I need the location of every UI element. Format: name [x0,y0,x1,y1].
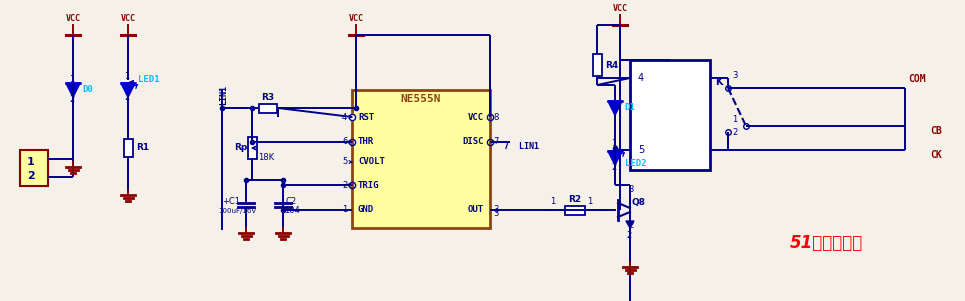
Bar [20,150,48,186]
Text: 2: 2 [611,163,617,172]
Bar [259,104,277,113]
Bar [565,206,585,215]
Bar [124,139,132,157]
Text: 5: 5 [638,145,645,155]
Text: 1: 1 [342,206,347,215]
Polygon shape [608,101,622,115]
Text: D0: D0 [82,85,93,95]
Text: 2: 2 [69,95,74,104]
Text: 2: 2 [342,181,347,190]
Text: LIN1: LIN1 [219,85,228,105]
Text: LED2: LED2 [625,159,647,167]
Text: 6: 6 [342,138,347,147]
Text: Q8: Q8 [632,198,646,207]
Text: DISC: DISC [462,138,484,147]
Polygon shape [626,221,634,228]
Text: NE555N: NE555N [400,94,441,104]
Text: 4: 4 [342,113,347,122]
Text: 104: 104 [284,206,300,215]
Text: 1: 1 [27,157,35,167]
Text: 1: 1 [124,72,129,81]
Text: VCC: VCC [121,14,135,23]
Polygon shape [121,83,135,97]
Text: 7: 7 [493,138,498,147]
Text: VCC: VCC [468,113,484,122]
Text: +C1: +C1 [222,197,240,206]
Text: 1: 1 [732,115,737,124]
Text: R4: R4 [605,61,619,70]
Text: C2: C2 [286,197,297,206]
Text: 2: 2 [124,93,129,102]
Bar [247,137,257,159]
Polygon shape [66,83,80,97]
Text: R2: R2 [568,195,582,204]
Text: 5: 5 [342,157,347,166]
Text: 2: 2 [626,231,631,240]
Text: D1: D1 [624,104,635,113]
Text: 2: 2 [628,221,633,230]
Text: CK: CK [930,150,942,160]
Text: 1: 1 [550,197,555,206]
Text: 3: 3 [628,185,633,194]
Text: 4: 4 [638,73,644,83]
Bar [352,90,490,228]
Text: 3: 3 [493,206,498,215]
Text: 8: 8 [493,113,498,122]
Text: 1: 1 [611,139,617,148]
Text: 100uF/16V: 100uF/16V [218,208,256,214]
Text: 3: 3 [732,71,737,80]
Bar [630,60,710,170]
Text: R3: R3 [262,93,275,102]
Text: VCC: VCC [613,4,627,13]
Text: GND: GND [358,206,374,215]
Bar [593,54,601,76]
Text: CVOLT: CVOLT [358,157,385,166]
Text: R1: R1 [136,144,150,153]
Text: 18K: 18K [258,154,274,163]
Text: 7  LIN1: 7 LIN1 [504,142,539,151]
Text: 2: 2 [27,171,35,181]
Text: VCC: VCC [348,14,364,23]
Text: LED1: LED1 [138,75,159,84]
Text: TRIG: TRIG [358,181,379,190]
Text: 1: 1 [69,76,74,85]
Polygon shape [608,151,622,165]
Text: 51黑电子论坛: 51黑电子论坛 [790,234,864,252]
Text: COM: COM [908,74,925,84]
Text: Rp: Rp [234,144,247,153]
Text: VCC: VCC [66,14,80,23]
Text: 2: 2 [732,128,737,137]
Text: 1: 1 [587,197,593,206]
Text: THR: THR [358,138,374,147]
Text: 3: 3 [493,209,498,218]
Text: OUT: OUT [468,206,484,215]
Text: K: K [715,77,723,87]
Text: RST: RST [358,113,374,122]
Text: CB: CB [930,126,942,136]
